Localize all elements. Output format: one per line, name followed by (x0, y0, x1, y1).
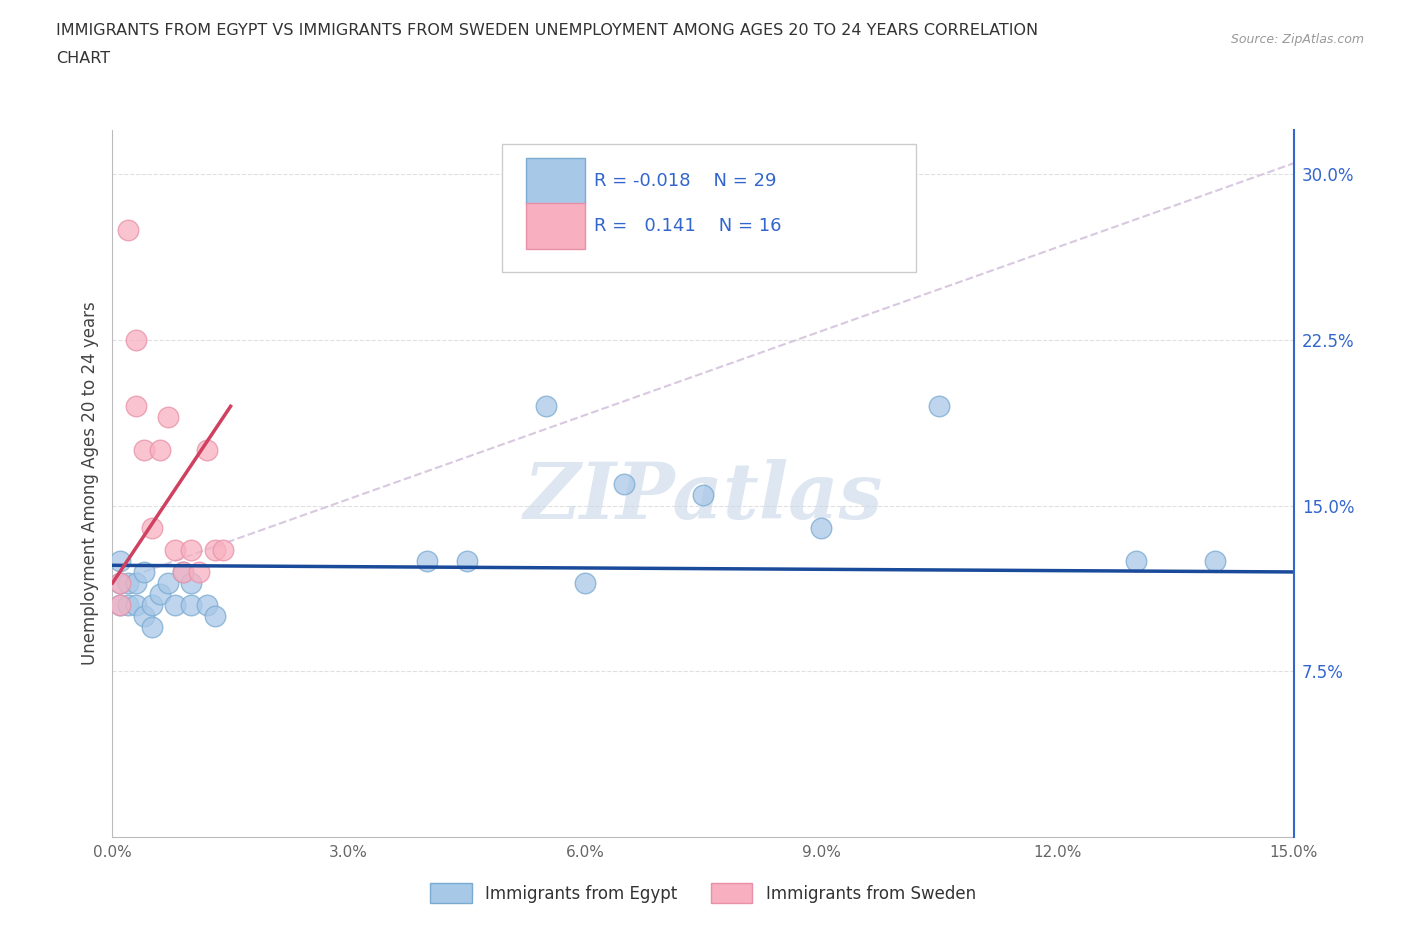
Point (188, 565, 211, 579)
Point (172, 565, 194, 579)
Point (534, 399, 557, 414)
FancyBboxPatch shape (526, 203, 585, 248)
Point (110, 598, 132, 613)
Legend: Immigrants from Egypt, Immigrants from Sweden: Immigrants from Egypt, Immigrants from S… (423, 876, 983, 910)
Text: IMMIGRANTS FROM EGYPT VS IMMIGRANTS FROM SWEDEN UNEMPLOYMENT AMONG AGES 20 TO 24: IMMIGRANTS FROM EGYPT VS IMMIGRANTS FROM… (56, 23, 1039, 38)
FancyBboxPatch shape (526, 158, 585, 204)
Point (141, 619, 163, 634)
Point (416, 553, 439, 568)
Point (165, 542, 187, 557)
Point (117, 222, 139, 237)
Point (692, 487, 714, 502)
Point (180, 598, 202, 613)
Point (156, 576, 179, 591)
Point (110, 576, 132, 591)
Y-axis label: Unemployment Among Ages 20 to 24 years: Unemployment Among Ages 20 to 24 years (80, 301, 98, 666)
Point (1125, 553, 1147, 568)
Point (125, 333, 148, 348)
Point (195, 443, 218, 458)
Point (149, 443, 172, 458)
Text: Source: ZipAtlas.com: Source: ZipAtlas.com (1230, 33, 1364, 46)
Point (132, 609, 155, 624)
Text: ZIPatlas: ZIPatlas (523, 459, 883, 536)
Point (810, 521, 832, 536)
Point (110, 598, 132, 613)
Point (456, 553, 478, 568)
Point (141, 521, 163, 536)
Text: R = -0.018    N = 29: R = -0.018 N = 29 (595, 172, 778, 190)
Point (141, 598, 163, 613)
Text: R =   0.141    N = 16: R = 0.141 N = 16 (595, 217, 782, 234)
Point (117, 576, 139, 591)
FancyBboxPatch shape (502, 144, 915, 272)
Point (574, 576, 596, 591)
Point (613, 476, 636, 491)
Point (132, 443, 155, 458)
Point (204, 609, 226, 624)
Point (125, 598, 148, 613)
Point (180, 576, 202, 591)
Point (165, 598, 187, 613)
Point (110, 553, 132, 568)
Text: CHART: CHART (56, 51, 110, 66)
Point (117, 598, 139, 613)
Point (204, 542, 226, 557)
Point (211, 542, 233, 557)
Point (156, 410, 179, 425)
Point (195, 598, 218, 613)
Point (132, 565, 155, 579)
Point (149, 587, 172, 602)
Point (125, 576, 148, 591)
Point (928, 399, 950, 414)
Point (172, 565, 194, 579)
Point (180, 542, 202, 557)
Point (110, 576, 132, 591)
Point (1204, 553, 1226, 568)
Point (125, 399, 148, 414)
